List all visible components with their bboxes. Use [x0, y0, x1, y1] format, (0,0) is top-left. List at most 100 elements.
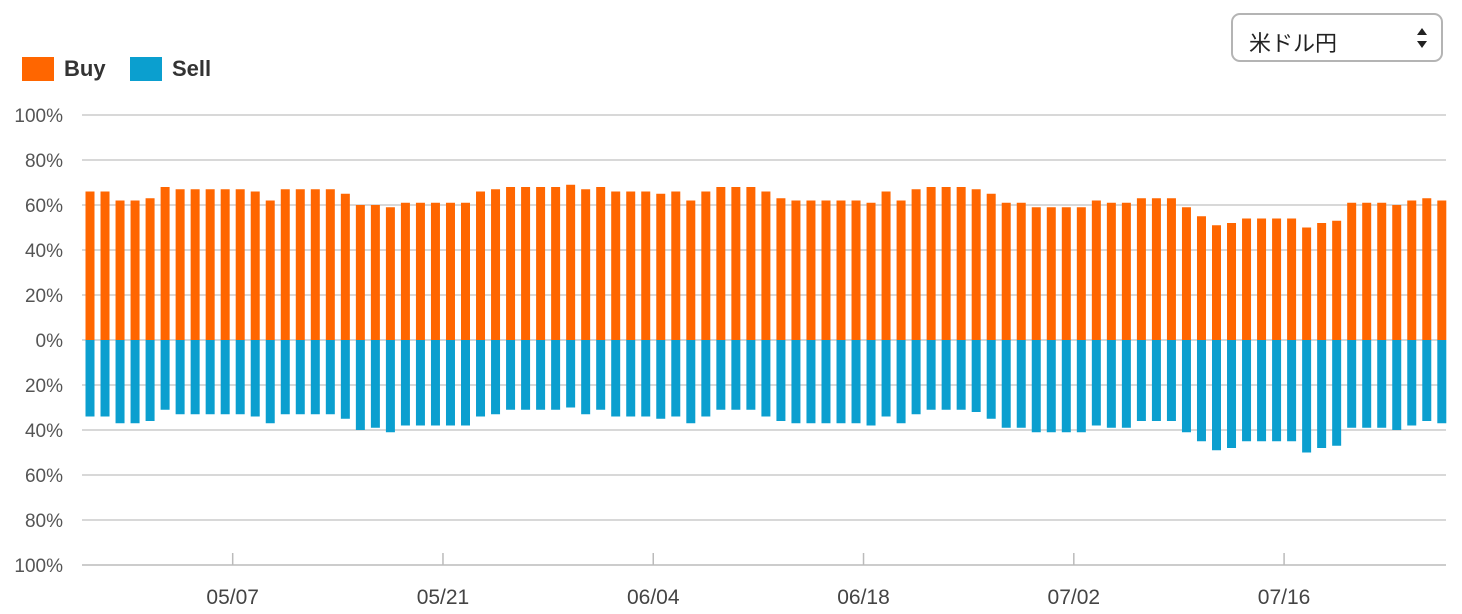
bar-sell[interactable] [400, 340, 410, 426]
bar-sell[interactable] [701, 340, 711, 417]
bar-sell[interactable] [866, 340, 876, 426]
bar-sell[interactable] [1302, 340, 1312, 453]
bar-buy[interactable] [265, 200, 275, 341]
bar-buy[interactable] [415, 202, 425, 340]
bar-buy[interactable] [746, 187, 756, 340]
bar-sell[interactable] [536, 340, 546, 410]
bar-sell[interactable] [1437, 340, 1447, 424]
bar-sell[interactable] [611, 340, 621, 417]
bar-sell[interactable] [581, 340, 591, 415]
bar-buy[interactable] [1181, 207, 1191, 340]
bar-buy[interactable] [521, 187, 531, 340]
bar-sell[interactable] [851, 340, 861, 424]
bar-sell[interactable] [596, 340, 606, 410]
bar-buy[interactable] [971, 189, 981, 340]
bar-buy[interactable] [611, 191, 621, 341]
bar-sell[interactable] [1016, 340, 1026, 428]
bar-buy[interactable] [85, 191, 95, 341]
bar-buy[interactable] [1392, 205, 1402, 340]
bar-buy[interactable] [430, 202, 440, 340]
bar-buy[interactable] [1121, 202, 1131, 340]
bar-sell[interactable] [1242, 340, 1252, 442]
bar-sell[interactable] [686, 340, 696, 424]
bar-buy[interactable] [355, 205, 365, 340]
bar-buy[interactable] [160, 187, 170, 340]
bar-sell[interactable] [1121, 340, 1131, 428]
bar-buy[interactable] [1377, 202, 1387, 340]
bar-buy[interactable] [100, 191, 110, 341]
bar-buy[interactable] [1257, 218, 1267, 341]
bar-sell[interactable] [1332, 340, 1342, 446]
bar-sell[interactable] [175, 340, 185, 415]
bar-sell[interactable] [791, 340, 801, 424]
bar-sell[interactable] [1061, 340, 1071, 433]
bar-buy[interactable] [235, 189, 245, 340]
bar-buy[interactable] [461, 202, 470, 340]
bar-sell[interactable] [1091, 340, 1101, 426]
bar-buy[interactable] [130, 200, 140, 341]
bar-buy[interactable] [701, 191, 711, 341]
bar-buy[interactable] [1242, 218, 1252, 341]
bar-buy[interactable] [1212, 225, 1221, 340]
bar-sell[interactable] [100, 340, 110, 417]
bar-buy[interactable] [836, 200, 846, 341]
bar-buy[interactable] [220, 189, 230, 340]
bar-buy[interactable] [1046, 207, 1056, 340]
bar-buy[interactable] [1001, 202, 1011, 340]
bar-buy[interactable] [941, 187, 951, 340]
bar-sell[interactable] [1317, 340, 1327, 448]
bar-sell[interactable] [355, 340, 365, 430]
bar-buy[interactable] [1407, 200, 1417, 341]
bar-sell[interactable] [506, 340, 516, 410]
bar-sell[interactable] [461, 340, 470, 426]
bar-buy[interactable] [385, 207, 395, 340]
bar-sell[interactable] [1031, 340, 1041, 433]
bar-sell[interactable] [911, 340, 921, 415]
bar-buy[interactable] [295, 189, 305, 340]
bar-sell[interactable] [325, 340, 335, 415]
bar-sell[interactable] [1181, 340, 1191, 433]
bar-sell[interactable] [220, 340, 230, 415]
bar-sell[interactable] [1407, 340, 1417, 426]
bar-buy[interactable] [626, 191, 636, 341]
bar-sell[interactable] [235, 340, 245, 415]
bar-sell[interactable] [145, 340, 155, 421]
bar-buy[interactable] [1227, 223, 1237, 340]
bar-buy[interactable] [566, 184, 576, 340]
bar-sell[interactable] [746, 340, 756, 410]
bar-sell[interactable] [250, 340, 260, 417]
bar-buy[interactable] [1362, 202, 1372, 340]
bar-buy[interactable] [1061, 207, 1071, 340]
bar-buy[interactable] [851, 200, 861, 341]
bar-buy[interactable] [806, 200, 816, 341]
bar-sell[interactable] [1106, 340, 1116, 428]
bar-sell[interactable] [521, 340, 531, 410]
bar-buy[interactable] [400, 202, 410, 340]
bar-sell[interactable] [1166, 340, 1176, 421]
bar-sell[interactable] [130, 340, 140, 424]
bar-sell[interactable] [926, 340, 936, 410]
bar-buy[interactable] [1106, 202, 1116, 340]
bar-sell[interactable] [370, 340, 380, 428]
bar-sell[interactable] [641, 340, 651, 417]
bar-buy[interactable] [686, 200, 696, 341]
bar-buy[interactable] [115, 200, 125, 341]
bar-sell[interactable] [1151, 340, 1161, 421]
bar-buy[interactable] [340, 193, 350, 340]
bar-sell[interactable] [1046, 340, 1056, 433]
bar-sell[interactable] [821, 340, 831, 424]
bar-sell[interactable] [476, 340, 486, 417]
bar-buy[interactable] [370, 205, 380, 340]
bar-buy[interactable] [1347, 202, 1357, 340]
bar-buy[interactable] [1437, 200, 1447, 341]
bar-sell[interactable] [1362, 340, 1372, 428]
bar-buy[interactable] [926, 187, 936, 340]
bar-buy[interactable] [911, 189, 921, 340]
bar-sell[interactable] [956, 340, 966, 410]
bar-sell[interactable] [626, 340, 636, 417]
bar-sell[interactable] [160, 340, 170, 410]
bar-sell[interactable] [776, 340, 786, 421]
bar-sell[interactable] [115, 340, 125, 424]
bar-sell[interactable] [761, 340, 771, 417]
bar-sell[interactable] [1196, 340, 1206, 442]
